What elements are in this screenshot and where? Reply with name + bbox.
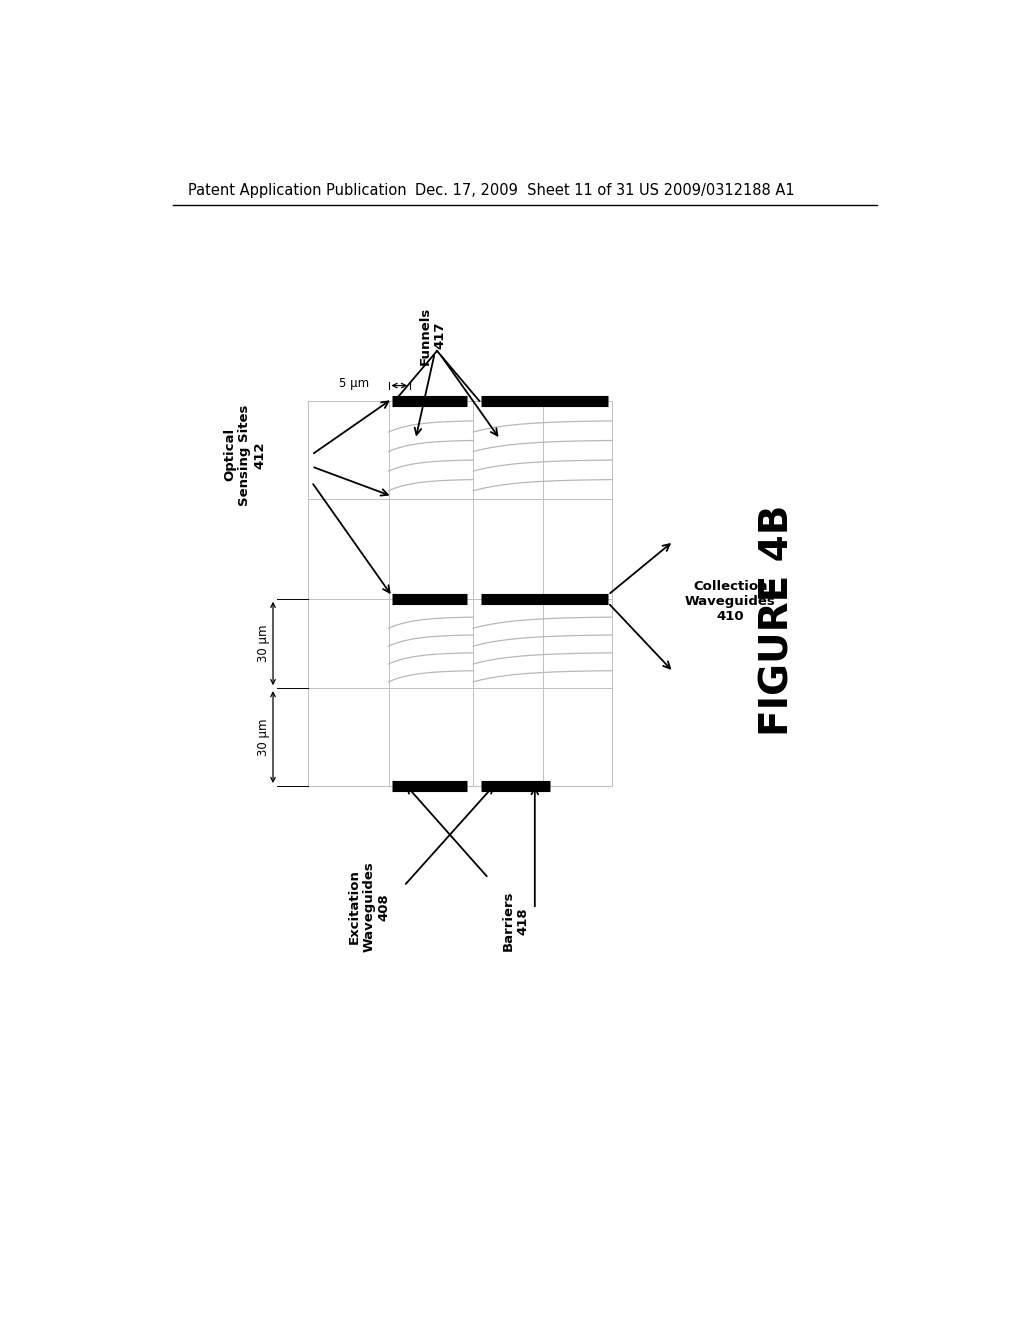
Text: Funnels
417: Funnels 417 bbox=[419, 306, 446, 364]
Text: 5 μm: 5 μm bbox=[339, 376, 370, 389]
Text: US 2009/0312188 A1: US 2009/0312188 A1 bbox=[639, 183, 795, 198]
Text: Dec. 17, 2009  Sheet 11 of 31: Dec. 17, 2009 Sheet 11 of 31 bbox=[416, 183, 635, 198]
Text: Patent Application Publication: Patent Application Publication bbox=[188, 183, 407, 198]
Text: Collection
Waveguides
410: Collection Waveguides 410 bbox=[685, 579, 776, 623]
Text: Barriers
418: Barriers 418 bbox=[502, 891, 529, 950]
Text: 30 μm: 30 μm bbox=[257, 624, 270, 663]
Text: Excitation
Waveguides
408: Excitation Waveguides 408 bbox=[348, 862, 391, 952]
Text: Optical
Sensing Sites
412: Optical Sensing Sites 412 bbox=[223, 404, 266, 506]
Text: 30 μm: 30 μm bbox=[257, 718, 270, 756]
Text: FIGURE 4B: FIGURE 4B bbox=[759, 504, 797, 737]
